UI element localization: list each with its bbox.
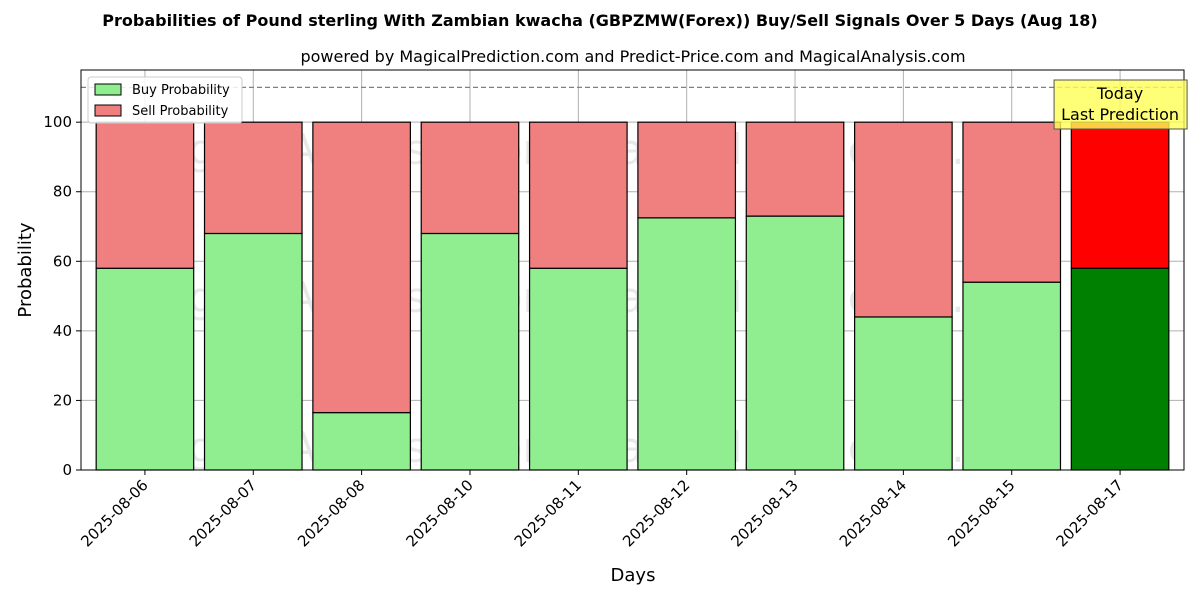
x-tick-label: 2025-08-12 xyxy=(619,476,693,550)
legend-label: Sell Probability xyxy=(132,104,229,119)
x-tick-label: 2025-08-13 xyxy=(727,476,801,550)
bar-buy xyxy=(637,217,737,471)
x-axis-label: Days xyxy=(611,565,656,586)
legend-swatch xyxy=(94,83,122,96)
bar-sell xyxy=(1070,121,1170,269)
bar-sell xyxy=(637,121,737,219)
chart-title: Probabilities of Pound sterling With Zam… xyxy=(102,11,1097,30)
annotation-text: Today xyxy=(1096,84,1143,103)
x-tick-label: 2025-08-17 xyxy=(1053,476,1127,550)
bar-sell xyxy=(962,121,1062,283)
bar-sell xyxy=(203,121,303,235)
y-tick-label: 40 xyxy=(53,322,72,340)
y-tick-label: 100 xyxy=(43,113,72,131)
legend-label: Buy Probability xyxy=(132,83,230,98)
bar-sell xyxy=(95,121,195,269)
bar-buy xyxy=(420,232,520,471)
annotation-text: Last Prediction xyxy=(1061,105,1179,124)
legend-swatch xyxy=(94,104,122,117)
chart-subtitle: powered by MagicalPrediction.com and Pre… xyxy=(300,47,965,66)
x-tick-label: 2025-08-07 xyxy=(186,476,260,550)
annotation-box xyxy=(1053,79,1188,130)
y-tick-label: 0 xyxy=(62,461,72,479)
bar-buy xyxy=(528,267,628,471)
x-tick-label: 2025-08-06 xyxy=(77,476,151,550)
y-tick-label: 60 xyxy=(53,252,72,270)
bar-buy xyxy=(1070,267,1170,471)
y-tick-label: 20 xyxy=(53,391,72,409)
x-tick-label: 2025-08-15 xyxy=(944,476,1018,550)
x-tick-label: 2025-08-11 xyxy=(511,476,585,550)
x-tick-label: 2025-08-08 xyxy=(294,476,368,550)
legend-box xyxy=(87,76,243,124)
bar-buy xyxy=(854,316,953,471)
x-tick-label: 2025-08-10 xyxy=(402,476,476,550)
bar-sell xyxy=(528,121,628,269)
bar-sell xyxy=(854,121,953,318)
bar-sell xyxy=(420,121,520,235)
bar-buy xyxy=(312,412,411,471)
bar-sell xyxy=(312,121,411,414)
y-tick-label: 80 xyxy=(53,183,72,201)
bar-buy xyxy=(745,215,845,471)
bar-buy xyxy=(962,281,1062,471)
bar-buy xyxy=(203,232,303,471)
bar-buy xyxy=(95,267,195,471)
plot-area: MagicalAnalysis.comMagicalPrediction.com… xyxy=(43,69,1188,550)
x-tick-label: 2025-08-14 xyxy=(836,476,910,550)
plot-frame xyxy=(80,69,1185,471)
bar-sell xyxy=(745,121,845,217)
y-axis-label: Probability xyxy=(15,222,36,317)
